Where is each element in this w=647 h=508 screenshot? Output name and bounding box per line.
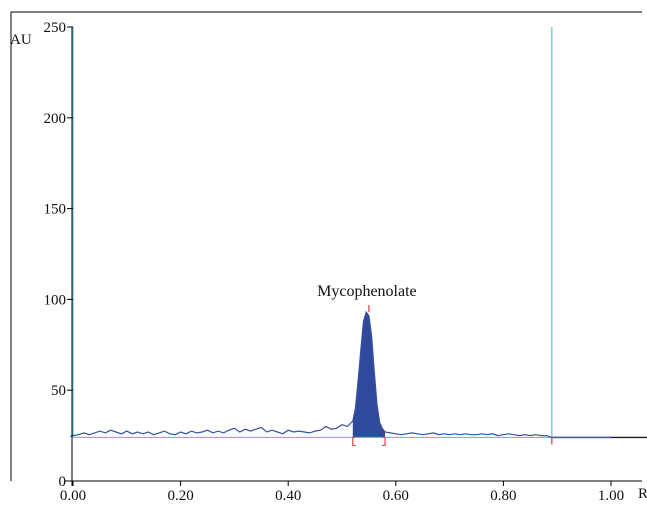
series-line-1: [70, 310, 552, 438]
x-tick-label: 1.00: [598, 488, 624, 504]
x-tick-label: 0.40: [275, 488, 301, 504]
y-tick-label: 150: [44, 202, 67, 218]
x-tick-label: 0.80: [490, 488, 516, 504]
x-axis-label: R: [638, 486, 647, 502]
x-tick-label: 0.00: [60, 488, 86, 504]
series-layer: [70, 310, 647, 439]
axis-layer: 0.00 0.20 0.40 0.60 0.80 1.00 0 50 100 150 200 250: [44, 20, 642, 504]
x-tick-label: 0.20: [167, 488, 193, 504]
peak-marker-layer: [352, 305, 553, 447]
y-tick-label: 0: [59, 474, 67, 490]
front-lines-layer: [72, 27, 553, 438]
peak-annotation-label: Mycophenolate: [317, 283, 417, 300]
y-axis-label: AU: [10, 32, 32, 48]
y-tick-label: 250: [44, 20, 67, 36]
y-tick-label: 50: [51, 383, 66, 399]
y-tick-label: 100: [44, 292, 67, 308]
peak-end-bracket: [382, 436, 386, 447]
peak-start-bracket: [352, 436, 356, 447]
y-tick-label: 200: [44, 111, 67, 127]
x-tick-label: 0.60: [383, 488, 409, 504]
